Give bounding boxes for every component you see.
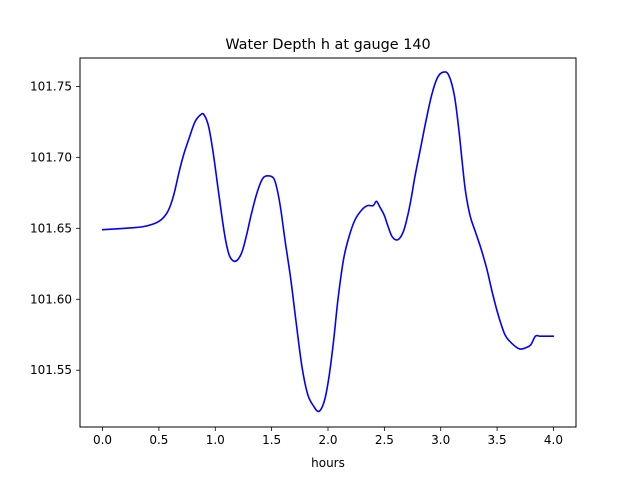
y-tick-label: 101.55 bbox=[30, 363, 72, 377]
x-tick-label: 3.0 bbox=[431, 433, 450, 447]
plot-frame bbox=[79, 57, 577, 428]
series-line-0 bbox=[101, 71, 555, 413]
x-axis: 0.0 0.5 1.0 1.5 2.0 2.5 3.0 3.5 4.0 bbox=[93, 427, 563, 447]
x-tick-label: 1.5 bbox=[262, 433, 281, 447]
x-tick-label: 3.5 bbox=[488, 433, 507, 447]
x-tick-label: 0.5 bbox=[149, 433, 168, 447]
plot-area bbox=[79, 57, 577, 428]
y-tick-label: 101.75 bbox=[30, 79, 72, 93]
y-tick-label: 101.70 bbox=[30, 150, 72, 164]
x-tick-label: 2.5 bbox=[375, 433, 394, 447]
y-tick-label: 101.65 bbox=[30, 221, 72, 235]
x-tick-label: 0.0 bbox=[93, 433, 112, 447]
chart-title: Water Depth h at gauge 140 bbox=[225, 37, 430, 53]
x-tick-label: 2.0 bbox=[318, 433, 337, 447]
y-tick-label: 101.60 bbox=[30, 292, 72, 306]
x-axis-label: hours bbox=[311, 456, 345, 470]
y-axis: 101.55 101.60 101.65 101.70 101.75 bbox=[30, 79, 80, 377]
x-tick-label: 1.0 bbox=[206, 433, 225, 447]
x-tick-label: 4.0 bbox=[544, 433, 563, 447]
